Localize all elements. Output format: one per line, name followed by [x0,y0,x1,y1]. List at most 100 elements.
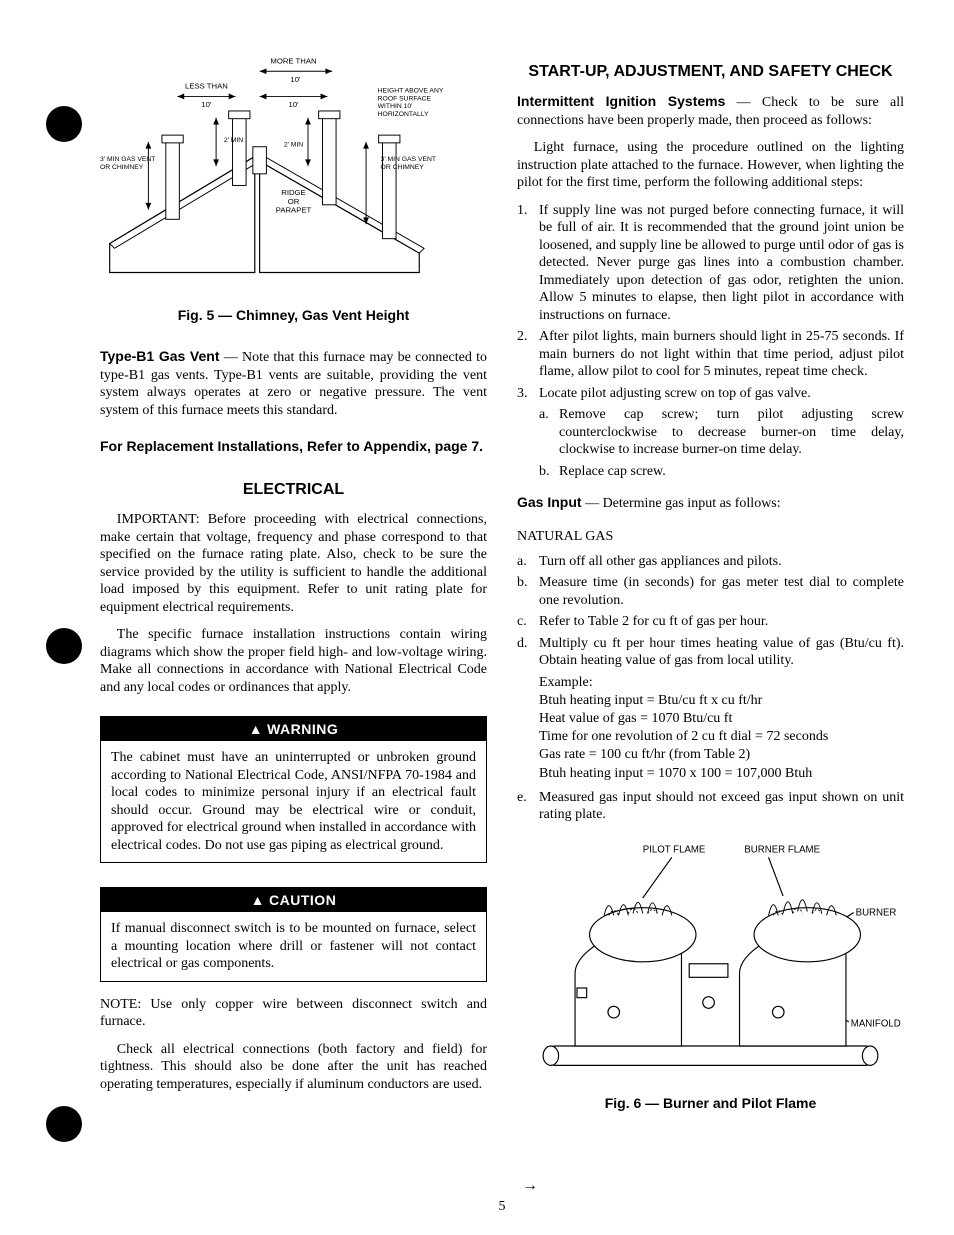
page: MORE THAN 10' LESS THAN 10' 10' HEIGHT A… [0,0,954,1235]
type-b1-para: Type-B1 Gas Vent — Note that this furnac… [100,348,487,419]
gas-item-letter: b. [517,574,539,609]
left-column: MORE THAN 10' LESS THAN 10' 10' HEIGHT A… [100,50,487,1187]
example-line: Time for one revolution of 2 cu ft dial … [539,728,904,746]
gas-item-letter: c. [517,613,539,631]
gas-item-e: e. Measured gas input should not exceed … [517,789,904,824]
gas-item-text: Multiply cu ft per hour times heating va… [539,635,904,670]
gas-item: c. Refer to Table 2 for cu ft of gas per… [517,613,904,631]
caution-icon: ▲ [251,892,265,908]
substep-item: b. Replace cap screw. [539,463,904,481]
fig5-label: OR [288,197,300,206]
right-column: START-UP, ADJUSTMENT, AND SAFETY CHECK I… [517,50,904,1187]
substep-text: Replace cap screw. [559,463,904,481]
substep-letter: b. [539,463,559,481]
startup-heading: START-UP, ADJUSTMENT, AND SAFETY CHECK [517,62,904,81]
caution-title: CAUTION [269,892,336,908]
intermittent-para: Intermittent Ignition Systems — Check to… [517,93,904,129]
fig5-label: OR CHIMNEY [381,164,425,171]
startup-substeps-3: a. Remove cap screw; turn pilot adjustin… [517,406,904,484]
substep-text: Remove cap screw; turn pilot adjusting s… [559,406,904,459]
figure-6-caption: Fig. 6 — Burner and Pilot Flame [517,1095,904,1111]
fig5-label: ROOF SURFACE [378,95,432,102]
step-number: 2. [517,328,539,381]
gas-input-heading: Gas Input [517,494,582,510]
gas-item-letter: d. [517,635,539,670]
hole-punch-dot [46,1106,82,1142]
note-copper: NOTE: Use only copper wire between disco… [100,996,487,1031]
electrical-p2: The specific furnace installation instru… [100,626,487,696]
replacement-ref: For Replacement Installations, Refer to … [100,437,487,455]
step-item: 1. If supply line was not purged before … [517,202,904,325]
gas-item: a. Turn off all other gas appliances and… [517,553,904,571]
arrow-icon: → [522,1177,538,1195]
fig5-label: 10' [290,75,301,84]
hole-punch-dot [46,628,82,664]
warning-icon: ▲ [249,721,263,737]
caution-body: If manual disconnect switch is to be mou… [101,912,486,981]
fig5-label: 10' [201,100,212,109]
figure-5: MORE THAN 10' LESS THAN 10' 10' HEIGHT A… [100,50,487,287]
caution-box: ▲CAUTION If manual disconnect switch is … [100,887,487,982]
natural-gas-heading: NATURAL GAS [517,529,904,545]
fig5-label: 3' MIN GAS VENT [381,156,436,163]
gas-input-items: a. Turn off all other gas appliances and… [517,553,904,674]
caution-header: ▲CAUTION [101,888,486,912]
gas-item-letter: a. [517,553,539,571]
hole-punch-dot [46,106,82,142]
step-number: 1. [517,202,539,325]
gas-item: b. Measure time (in seconds) for gas met… [517,574,904,609]
gas-input-text: — Determine gas input as follows: [582,496,781,511]
column-wrap: MORE THAN 10' LESS THAN 10' 10' HEIGHT A… [100,50,904,1187]
fig6-label: PILOT FLAME [643,844,706,855]
gas-item-e-letter: e. [517,789,539,824]
gas-item: d. Multiply cu ft per hour times heating… [517,635,904,670]
gas-item-text: Refer to Table 2 for cu ft of gas per ho… [539,613,904,631]
fig5-label: MORE THAN [270,57,316,66]
step-text: After pilot lights, main burners should … [539,328,904,381]
fig5-label: 3' MIN GAS VENT [100,156,155,163]
step-text: If supply line was not purged before con… [539,202,904,325]
warning-title: WARNING [267,721,338,737]
example-lines: Btuh heating input = Btu/cu ft x cu ft/h… [539,692,904,783]
example-line: Btuh heating input = 1070 x 100 = 107,00… [539,765,904,783]
fig5-label: 2' MIN [284,142,303,149]
warning-body: The cabinet must have an uninterrupted o… [101,741,486,862]
step-number: 3. [517,385,539,403]
gas-input-para: Gas Input — Determine gas input as follo… [517,494,904,513]
electrical-p1: IMPORTANT: Before proceeding with electr… [100,511,487,616]
example-line: Btuh heating input = Btu/cu ft x cu ft/h… [539,692,904,710]
page-number: 5 [100,1199,904,1215]
light-furnace-para: Light furnace, using the procedure outli… [517,139,904,192]
figure-5-caption: Fig. 5 — Chimney, Gas Vent Height [100,307,487,323]
example-line: Heat value of gas = 1070 Btu/cu ft [539,710,904,728]
fig5-label: 2' MIN [224,137,243,144]
example-block: Example: Btuh heating input = Btu/cu ft … [539,674,904,783]
fig6-label: MANIFOLD [851,1018,901,1029]
fig5-label: HEIGHT ABOVE ANY [378,88,444,95]
figure-6: PILOT FLAME BURNER FLAME BURNER MANIFOLD [517,838,904,1111]
figure-6-svg: PILOT FLAME BURNER FLAME BURNER MANIFOLD [517,838,904,1080]
fig5-label: PARAPET [276,206,312,215]
gas-item-text: Measure time (in seconds) for gas meter … [539,574,904,609]
fig6-label: BURNER [856,907,897,918]
fig5-label: OR CHIMNEY [100,164,144,171]
startup-steps: 1. If supply line was not purged before … [517,202,904,407]
fig5-label: WITHIN 10' [378,103,413,110]
gas-item-text: Turn off all other gas appliances and pi… [539,553,904,571]
fig5-label: LESS THAN [185,82,228,91]
fig6-label: BURNER FLAME [744,844,820,855]
substep-item: a. Remove cap screw; turn pilot adjustin… [539,406,904,459]
step-item: 3. Locate pilot adjusting screw on top o… [517,385,904,403]
fig5-label: 10' [288,100,299,109]
elec-tight: Check all electrical connections (both f… [100,1041,487,1094]
fig5-label: HORIZONTALLY [378,111,429,118]
example-label: Example: [539,674,904,692]
warning-header: ▲WARNING [101,717,486,741]
type-b1-heading: Type-B1 Gas Vent [100,348,219,364]
step-item: 2. After pilot lights, main burners shou… [517,328,904,381]
gas-item-e-text: Measured gas input should not exceed gas… [539,789,904,824]
step-text: Locate pilot adjusting screw on top of g… [539,385,904,403]
fig5-label: RIDGE [281,188,305,197]
intermittent-heading: Intermittent Ignition Systems [517,93,725,109]
warning-box: ▲WARNING The cabinet must have an uninte… [100,716,487,863]
